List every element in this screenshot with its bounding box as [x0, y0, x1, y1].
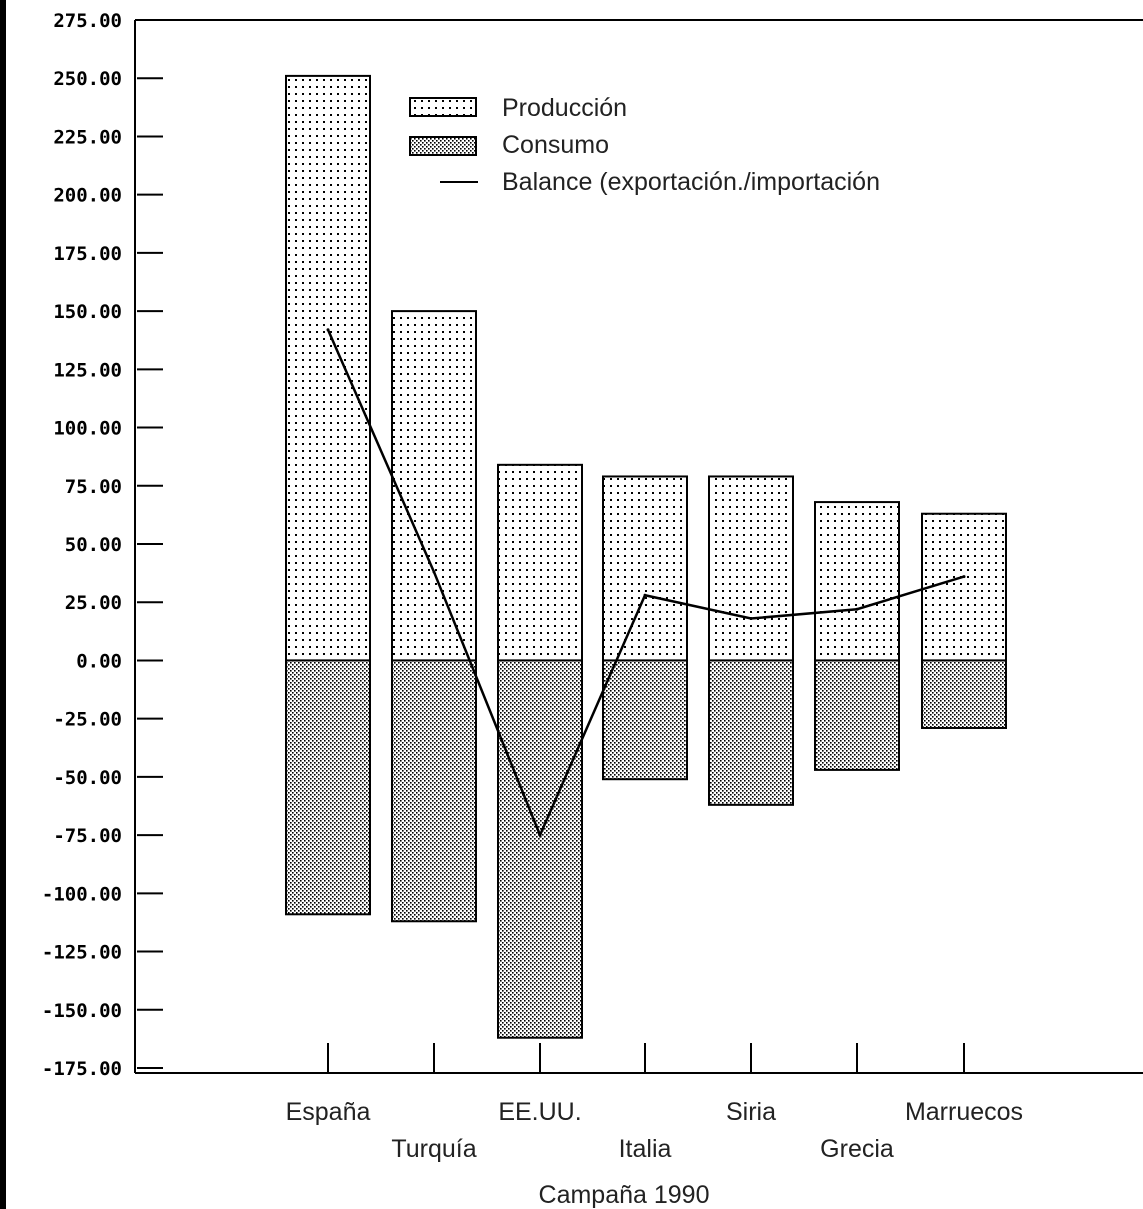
plot-frame — [134, 19, 1143, 1074]
bar-consumo — [921, 659, 1007, 729]
bar-produccion — [497, 463, 583, 662]
bar-produccion — [814, 501, 900, 662]
category-label: Turquía — [391, 1135, 476, 1163]
y-tick-label: -175.00 — [42, 1058, 122, 1080]
bars — [285, 74, 1007, 1039]
balance-point — [962, 575, 966, 579]
bar-consumo — [708, 659, 794, 806]
y-tick-label: 25.00 — [65, 592, 122, 614]
legend-label-produccion: Producción — [502, 94, 627, 122]
bar-produccion — [391, 310, 477, 662]
y-tick-label: 100.00 — [53, 418, 122, 440]
page-edge — [0, 0, 6, 1209]
bar-produccion — [602, 475, 688, 662]
balance-point — [749, 617, 753, 621]
category-label: Grecia — [820, 1135, 894, 1163]
bar-produccion — [708, 475, 794, 662]
legend-swatch-produccion — [409, 97, 477, 117]
y-tick-label: 0.00 — [76, 650, 122, 672]
balance-point — [855, 607, 859, 611]
legend-label-consumo: Consumo — [502, 131, 609, 159]
y-tick-label: -75.00 — [53, 825, 122, 847]
x-axis-ticks — [327, 1043, 965, 1073]
y-tick-label: 275.00 — [53, 10, 122, 32]
y-tick-label: -150.00 — [42, 1000, 122, 1022]
category-labels: España Turquía EE.UU. Italia Siria Grecia Marr… — [286, 1098, 1023, 1163]
bar-consumo — [391, 659, 477, 923]
bar-produccion — [921, 512, 1007, 662]
y-tick-label: -125.00 — [42, 942, 122, 964]
y-tick-label: 225.00 — [53, 126, 122, 148]
bar-consumo — [814, 659, 900, 771]
y-tick-label: 250.00 — [53, 68, 122, 90]
y-tick-label: 75.00 — [65, 476, 122, 498]
bar-consumo — [497, 659, 583, 1039]
balance-line-layer — [326, 328, 966, 839]
category-label: España — [286, 1098, 371, 1126]
bar-produccion — [285, 74, 371, 662]
bar-consumo — [602, 659, 688, 781]
balance-point — [538, 833, 542, 837]
bar-consumo — [285, 659, 371, 916]
y-tick-label: 200.00 — [53, 185, 122, 207]
y-axis: 275.00 250.00 225.00 200.00 175.00 150.00 125.… — [42, 10, 163, 1080]
y-tick-label: 150.00 — [53, 301, 122, 323]
balance-point — [643, 593, 647, 597]
legend-label-balance: Balance (exportación./importación — [502, 168, 880, 196]
y-tick-label: -100.00 — [42, 883, 122, 905]
legend: Producción Consumo Balance (exportación.… — [409, 94, 880, 196]
balance-point — [326, 328, 330, 332]
y-tick-label: 175.00 — [53, 243, 122, 265]
category-label: EE.UU. — [498, 1098, 581, 1126]
y-tick-label: 50.00 — [65, 534, 122, 556]
legend-swatch-consumo — [409, 136, 477, 156]
category-label: Marruecos — [905, 1098, 1023, 1126]
category-label: Siria — [726, 1098, 776, 1126]
balance-point — [432, 570, 436, 574]
y-tick-label: -50.00 — [53, 767, 122, 789]
y-tick-label: 125.00 — [53, 359, 122, 381]
y-tick-label: -25.00 — [53, 709, 122, 731]
x-axis-label: Campaña 1990 — [539, 1181, 710, 1209]
category-label: Italia — [619, 1135, 672, 1163]
